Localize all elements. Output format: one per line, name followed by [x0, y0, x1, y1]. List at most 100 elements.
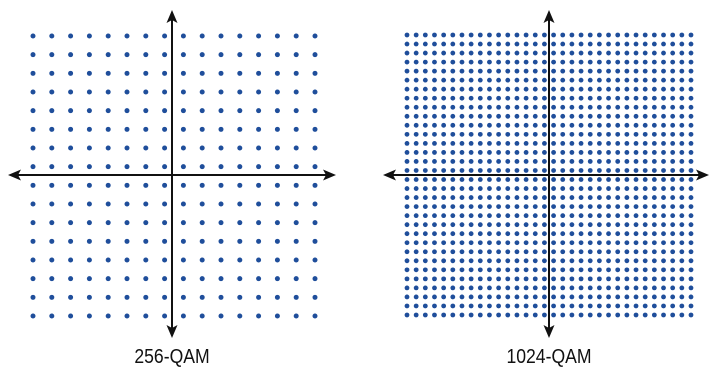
constellation-point [441, 150, 447, 155]
constellation-point [505, 303, 511, 309]
constellation-point [606, 41, 611, 47]
constellation-point [487, 113, 492, 119]
constellation-point [496, 41, 502, 47]
constellation-point [615, 249, 621, 255]
constellation-point [432, 177, 437, 182]
constellation-point [180, 70, 186, 76]
constellation-point [569, 186, 575, 191]
constellation-point [578, 59, 584, 65]
constellation-point [30, 52, 36, 58]
constellation-point [606, 195, 611, 200]
constellation-point [105, 313, 111, 319]
constellation-point [542, 159, 547, 164]
constellation-point [413, 258, 419, 264]
constellation-point [441, 68, 447, 74]
constellation-point [596, 186, 602, 191]
constellation-point [441, 122, 447, 128]
constellation-point [487, 150, 492, 155]
constellation-point [404, 50, 410, 56]
constellation-point [496, 195, 502, 200]
constellation-point [49, 52, 55, 58]
constellation-point [679, 195, 685, 200]
constellation-point [432, 59, 437, 65]
constellation-point [293, 89, 299, 95]
constellation-point [523, 50, 529, 56]
arrowhead-right [696, 169, 709, 181]
constellation-point [523, 159, 529, 164]
constellation-point [532, 122, 538, 128]
constellation-point [642, 150, 648, 155]
constellation-point [256, 108, 262, 114]
constellation-point [578, 131, 584, 137]
constellation-point [450, 285, 456, 291]
constellation-point [551, 231, 556, 237]
constellation-point [404, 204, 410, 210]
constellation-point [542, 95, 547, 101]
constellation-point [569, 159, 575, 164]
constellation-point [86, 313, 92, 319]
constellation-point [569, 213, 575, 219]
constellation-point [487, 312, 492, 318]
constellation-point [86, 294, 92, 300]
constellation-point [523, 222, 529, 228]
constellation-point [143, 126, 149, 132]
constellation-point [514, 222, 520, 228]
constellation-point [532, 195, 538, 200]
constellation-point [505, 240, 511, 246]
constellation-point [68, 52, 74, 58]
constellation-point [86, 164, 92, 170]
constellation-point [487, 213, 492, 219]
constellation-point [606, 177, 611, 182]
constellation-point [560, 276, 566, 282]
constellation-point [124, 313, 130, 319]
constellation-point [624, 285, 630, 291]
constellation-point [661, 276, 666, 282]
constellation-point [274, 126, 280, 132]
constellation-point [124, 126, 130, 132]
constellation-point [633, 77, 639, 83]
constellation-point [162, 238, 168, 244]
constellation-point [679, 122, 685, 128]
constellation-point [523, 150, 529, 155]
constellation-point [413, 122, 419, 128]
constellation-point [441, 41, 447, 47]
constellation-point [633, 294, 639, 300]
constellation-point [596, 303, 602, 309]
constellation-point [578, 86, 584, 92]
constellation-point [642, 68, 648, 74]
constellation-point [587, 204, 593, 210]
constellation-point [422, 113, 428, 119]
constellation-point [542, 312, 547, 318]
constellation-point [237, 313, 243, 319]
constellation-point [661, 131, 666, 137]
constellation-point [274, 238, 280, 244]
constellation-point [404, 213, 410, 219]
constellation-point [606, 150, 611, 155]
constellation-point [143, 70, 149, 76]
constellation-point [30, 257, 36, 263]
constellation-point [49, 33, 55, 39]
constellation-point [688, 294, 694, 300]
constellation-point [514, 32, 520, 38]
constellation-point [615, 104, 621, 110]
constellation-point [413, 303, 419, 309]
constellation-point [477, 258, 483, 264]
constellation-point [542, 186, 547, 191]
constellation-point [432, 140, 437, 146]
constellation-point [422, 267, 428, 273]
constellation-point [293, 108, 299, 114]
constellation-point [477, 95, 483, 101]
constellation-point [569, 195, 575, 200]
constellation-point [679, 95, 685, 101]
constellation-point [199, 52, 205, 58]
constellation-point [68, 238, 74, 244]
constellation-point [441, 113, 447, 119]
constellation-point [256, 238, 262, 244]
constellation-point [624, 59, 630, 65]
constellation-point [633, 68, 639, 74]
constellation-point [274, 257, 280, 263]
constellation-point [670, 186, 676, 191]
constellation-point [569, 59, 575, 65]
constellation-point [477, 195, 483, 200]
constellation-point [670, 213, 676, 219]
